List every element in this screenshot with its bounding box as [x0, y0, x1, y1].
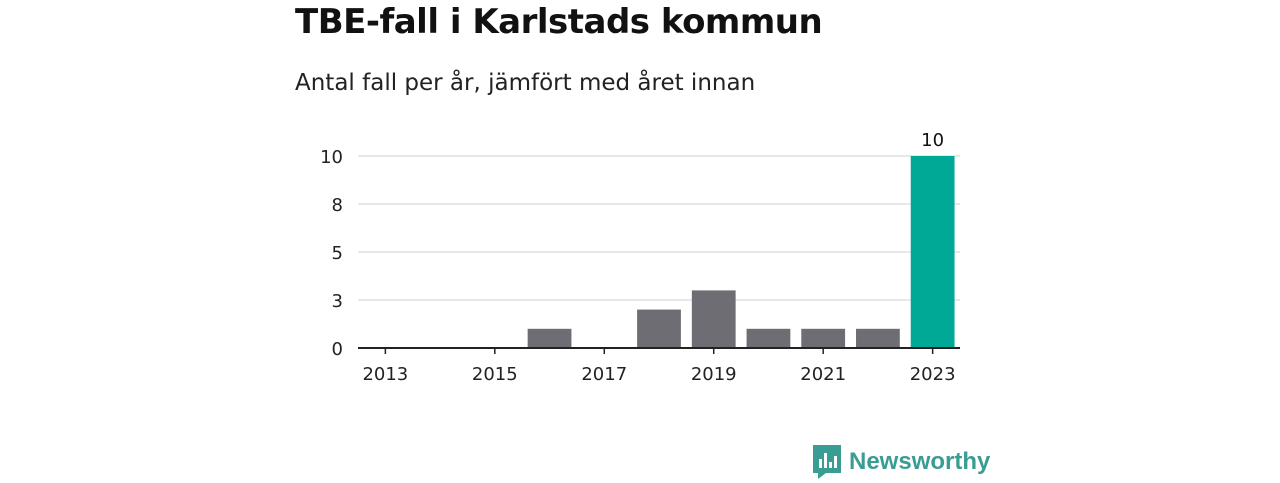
x-tick-label: 2023 — [910, 364, 956, 385]
brand-name: Newsworthy — [849, 448, 991, 475]
x-tick-label: 2019 — [691, 364, 737, 385]
y-tick-label: 5 — [332, 243, 343, 264]
data-label: 10 — [921, 130, 944, 151]
bar — [637, 309, 681, 348]
y-tick-label: 0 — [332, 339, 343, 360]
chart-subtitle: Antal fall per år, jämfört med året inna… — [295, 70, 756, 96]
newsworthy-logo-icon — [813, 445, 841, 479]
x-tick-label: 2021 — [800, 364, 846, 385]
x-tick-label: 2017 — [581, 364, 627, 385]
bar — [527, 328, 572, 348]
bar — [746, 328, 791, 348]
brand-logo: Newsworthy — [813, 445, 990, 479]
y-tick-label: 8 — [332, 195, 343, 216]
x-tick-label: 2013 — [362, 364, 408, 385]
bar — [856, 328, 900, 348]
bar — [691, 290, 736, 348]
x-tick-label: 2015 — [472, 364, 518, 385]
bar — [910, 156, 955, 348]
y-tick-label: 3 — [332, 291, 343, 312]
y-tick-label: 10 — [320, 147, 343, 168]
bar — [801, 328, 846, 348]
chart-title: TBE-fall i Karlstads kommun — [295, 2, 823, 42]
